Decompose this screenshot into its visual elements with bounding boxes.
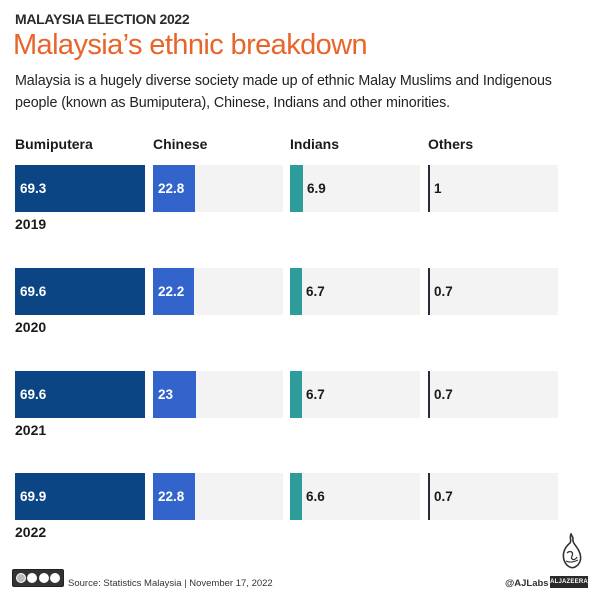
value-label: 22.8 xyxy=(158,181,185,196)
bar-cell-indians: 6.7 xyxy=(290,371,420,418)
year-label: 2021 xyxy=(15,422,47,438)
value-label: 6.7 xyxy=(306,284,325,299)
bar-chinese xyxy=(153,371,196,418)
value-label: 0.7 xyxy=(434,387,453,402)
bar-bumiputera xyxy=(15,268,145,315)
bar-others xyxy=(428,371,430,418)
bar-bumiputera xyxy=(15,165,145,212)
year-label: 2019 xyxy=(15,216,47,232)
bar-cell-indians: 6.6 xyxy=(290,473,420,520)
year-label: 2020 xyxy=(15,319,47,335)
bar-others xyxy=(428,165,430,212)
bar-cell-others: 0.7 xyxy=(428,371,558,418)
subtitle: Malaysia is a hugely diverse society mad… xyxy=(15,73,552,111)
chart-row-2022: 69.9 22.8 6.6 0.7 2022 xyxy=(0,473,600,553)
by-icon xyxy=(27,573,38,583)
bar-cell-others: 0.7 xyxy=(428,268,558,315)
bar-cell-chinese: 23 xyxy=(153,371,283,418)
value-label: 1 xyxy=(434,181,442,196)
value-label: 69.3 xyxy=(20,181,47,196)
column-header-chinese: Chinese xyxy=(153,136,208,152)
value-label: 69.9 xyxy=(20,489,47,504)
source-note: Source: Statistics Malaysia | November 1… xyxy=(68,578,273,589)
sa-icon xyxy=(50,573,61,583)
bar-chinese xyxy=(153,473,195,520)
bar-cell-bumiputera: 69.6 xyxy=(15,371,145,418)
bar-cell-bumiputera: 69.9 xyxy=(15,473,145,520)
chart-row-2021: 69.6 23 6.7 0.7 2021 xyxy=(0,371,600,451)
chart-row-2020: 69.6 22.2 6.7 0.7 2020 xyxy=(0,268,600,348)
value-label: 23 xyxy=(158,387,174,402)
bar-cell-indians: 6.7 xyxy=(290,268,420,315)
value-label: 0.7 xyxy=(434,489,453,504)
bar-chinese xyxy=(153,165,195,212)
aljazeera-logo-icon xyxy=(562,533,582,569)
column-header-bumiputera: Bumiputera xyxy=(15,136,93,152)
bar-cell-indians: 6.9 xyxy=(290,165,420,212)
column-header-indians: Indians xyxy=(290,136,340,152)
cc-icon xyxy=(15,573,26,583)
ajlabs-handle: @AJLabs xyxy=(505,578,549,589)
value-label: 69.6 xyxy=(20,284,47,299)
nc-icon xyxy=(38,573,49,583)
value-label: 69.6 xyxy=(20,387,47,402)
cc-license-badge xyxy=(12,569,64,587)
bar-indians xyxy=(290,268,302,315)
value-label: 6.7 xyxy=(306,387,325,402)
bar-cell-chinese: 22.8 xyxy=(153,165,283,212)
bar-others xyxy=(428,473,430,520)
bar-cell-bumiputera: 69.6 xyxy=(15,268,145,315)
page-title: Malaysia’s ethnic breakdown xyxy=(13,29,368,61)
column-header-others: Others xyxy=(428,136,474,152)
year-label: 2022 xyxy=(15,524,47,540)
kicker: MALAYSIA ELECTION 2022 xyxy=(15,11,190,27)
bar-cell-others: 0.7 xyxy=(428,473,558,520)
value-label: 0.7 xyxy=(434,284,453,299)
bar-others xyxy=(428,268,430,315)
bar-cell-chinese: 22.2 xyxy=(153,268,283,315)
value-label: 22.8 xyxy=(158,489,185,504)
bar-cell-others: 1 xyxy=(428,165,558,212)
bar-indians xyxy=(290,165,303,212)
aljazeera-brand: ALJAZEERA xyxy=(550,576,588,588)
value-label: 6.9 xyxy=(307,181,326,196)
bar-indians xyxy=(290,371,302,418)
chart-row-2019: 69.3 22.8 6.9 1 2019 xyxy=(0,165,600,245)
bar-cell-chinese: 22.8 xyxy=(153,473,283,520)
bar-indians xyxy=(290,473,302,520)
bar-chinese xyxy=(153,268,194,315)
value-label: 6.6 xyxy=(306,489,325,504)
bar-bumiputera xyxy=(15,371,145,418)
bar-cell-bumiputera: 69.3 xyxy=(15,165,145,212)
value-label: 22.2 xyxy=(158,284,185,299)
bar-bumiputera xyxy=(15,473,145,520)
